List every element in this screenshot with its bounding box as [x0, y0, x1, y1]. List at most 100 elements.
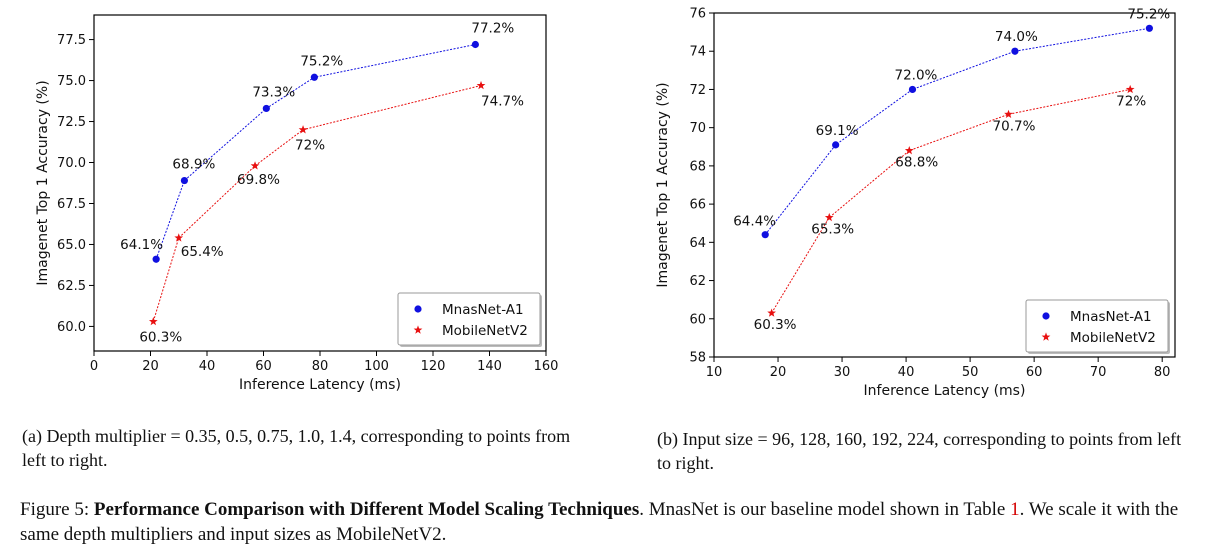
y-tick-label: 67.5 — [57, 197, 86, 212]
data-label: 77.2% — [471, 21, 514, 37]
x-tick-label: 80 — [312, 359, 329, 374]
data-label: 69.8% — [237, 172, 280, 188]
legend-label: MnasNet-A1 — [1070, 309, 1152, 325]
x-tick-label: 30 — [834, 365, 851, 380]
data-label: 64.4% — [733, 214, 776, 230]
y-tick-label: 62.5 — [57, 279, 86, 294]
y-tick-label: 72 — [689, 83, 706, 98]
y-axis-label: Imagenet Top 1 Accuracy (%) — [655, 82, 671, 287]
y-tick-label: 65.0 — [57, 238, 86, 253]
y-tick-label: 70 — [689, 121, 706, 136]
y-tick-label: 64 — [689, 236, 706, 251]
series-line-mobilenetv2 — [771, 88, 1131, 314]
legend — [1025, 299, 1169, 353]
legend-marker-mobilenet — [1041, 332, 1051, 341]
data-point-mnasnet — [761, 231, 769, 239]
subcaption-b: (b) Input size = 96, 128, 160, 192, 224,… — [657, 429, 1182, 473]
data-label: 68.8% — [895, 155, 938, 171]
x-tick-label: 120 — [421, 359, 446, 374]
x-tick-label: 40 — [898, 365, 915, 380]
figure: 0 20 40 60 80 100 120 140 160 60.0 62.5 65.0 67.5 70.… — [35, 6, 1176, 399]
chart-b-input-size: 10 20 30 40 50 60 70 80 58 60 62 64 66 68 70 72 74 76 Infe… — [655, 6, 1176, 399]
data-point-mobilenet — [767, 308, 776, 317]
data-label: 74.0% — [995, 29, 1038, 45]
data-label: 68.9% — [172, 157, 215, 173]
data-point-mnasnet — [832, 141, 840, 149]
x-tick-label: 20 — [770, 365, 787, 380]
data-point-mnasnet — [471, 40, 479, 49]
data-label: 64.1% — [120, 237, 163, 253]
y-tick-label: 70.0 — [57, 156, 86, 171]
x-tick-label: 20 — [142, 359, 159, 374]
data-point-mobilenet — [148, 316, 158, 326]
data-point-mnasnet — [152, 255, 160, 263]
legend-label: MnasNet-A1 — [442, 302, 524, 318]
y-tick-label: 58 — [689, 351, 706, 366]
data-point-mobilenet — [824, 212, 834, 222]
y-tick-label: 60 — [689, 312, 706, 327]
data-point-mnasnet — [1145, 24, 1153, 32]
y-tick-label: 62 — [689, 274, 706, 289]
data-point-mnasnet — [1011, 47, 1019, 55]
figure-caption-text: . MnasNet is our baseline model shown in… — [639, 499, 1011, 520]
y-tick-label: 66 — [689, 198, 706, 213]
figure-caption-title: Performance Comparison with Different Mo… — [93, 499, 640, 520]
data-label: 70.7% — [993, 118, 1036, 134]
x-tick-label: 160 — [534, 359, 559, 374]
data-label: 72% — [1116, 93, 1146, 109]
legend-label: MobileNetV2 — [442, 323, 528, 339]
y-tick-label: 72.5 — [57, 115, 86, 130]
y-tick-label: 60.0 — [57, 320, 86, 335]
x-tick-label: 50 — [962, 365, 979, 380]
data-point-mnasnet — [180, 176, 188, 185]
table-reference-link[interactable]: 1 — [1010, 499, 1020, 520]
data-point-mobilenet — [904, 146, 914, 155]
data-label: 72% — [295, 138, 325, 154]
x-tick-label: 100 — [364, 359, 389, 374]
data-label: 72.0% — [894, 67, 937, 83]
x-tick-label: 10 — [706, 365, 723, 380]
y-tick-label: 76 — [689, 7, 706, 22]
x-tick-label: 80 — [1154, 365, 1171, 380]
figure-caption-prefix: Figure 5: — [20, 499, 94, 520]
data-label: 73.3% — [252, 84, 295, 100]
data-label: 74.7% — [481, 93, 524, 109]
y-tick-label: 74 — [689, 45, 706, 60]
legend-marker-mobilenet — [413, 325, 423, 334]
x-tick-label: 40 — [199, 359, 216, 374]
data-label: 60.3% — [754, 317, 797, 333]
y-axis-label: Imagenet Top 1 Accuracy (%) — [35, 80, 51, 285]
data-label: 60.3% — [139, 329, 182, 345]
legend-marker-mnasnet — [414, 305, 422, 313]
chart-a-depth-multiplier: 0 20 40 60 80 100 120 140 160 60.0 62.5 65.0 67.5 70.… — [35, 14, 559, 393]
data-label: 69.1% — [816, 123, 859, 139]
data-label: 65.4% — [181, 244, 224, 260]
x-tick-label: 0 — [90, 359, 98, 374]
data-point-mnasnet — [310, 73, 318, 81]
legend — [397, 292, 541, 346]
figure-caption: Figure 5: Performance Comparison with Di… — [20, 497, 1210, 547]
subcaption-a: (a) Depth multiplier = 0.35, 0.5, 0.75, … — [22, 426, 571, 470]
data-point-mobilenet — [1004, 109, 1013, 119]
data-label: 75.2% — [300, 53, 343, 69]
data-label: 65.3% — [811, 221, 854, 237]
legend-label: MobileNetV2 — [1070, 330, 1156, 346]
figure-caption-text-2: . We scale it with the same depth multip… — [20, 499, 1179, 545]
data-point-mobilenet — [298, 125, 308, 134]
data-point-mnasnet — [262, 104, 270, 113]
data-point-mobilenet — [476, 80, 486, 90]
y-tick-label: 77.5 — [57, 33, 86, 48]
data-point-mobilenet — [1125, 84, 1135, 94]
y-tick-label: 68 — [689, 159, 706, 174]
y-tick-label: 75.0 — [57, 74, 86, 89]
x-axis-label: Inference Latency (ms) — [239, 377, 401, 393]
data-label: 75.2% — [1127, 6, 1170, 22]
x-tick-label: 70 — [1090, 365, 1107, 380]
data-point-mnasnet — [908, 85, 917, 94]
data-point-mobilenet — [174, 233, 184, 242]
data-point-mobilenet — [250, 161, 260, 170]
x-tick-label: 60 — [1026, 365, 1043, 380]
legend-marker-mnasnet — [1042, 312, 1050, 320]
x-axis-label: Inference Latency (ms) — [864, 383, 1026, 399]
x-tick-label: 60 — [255, 359, 272, 374]
